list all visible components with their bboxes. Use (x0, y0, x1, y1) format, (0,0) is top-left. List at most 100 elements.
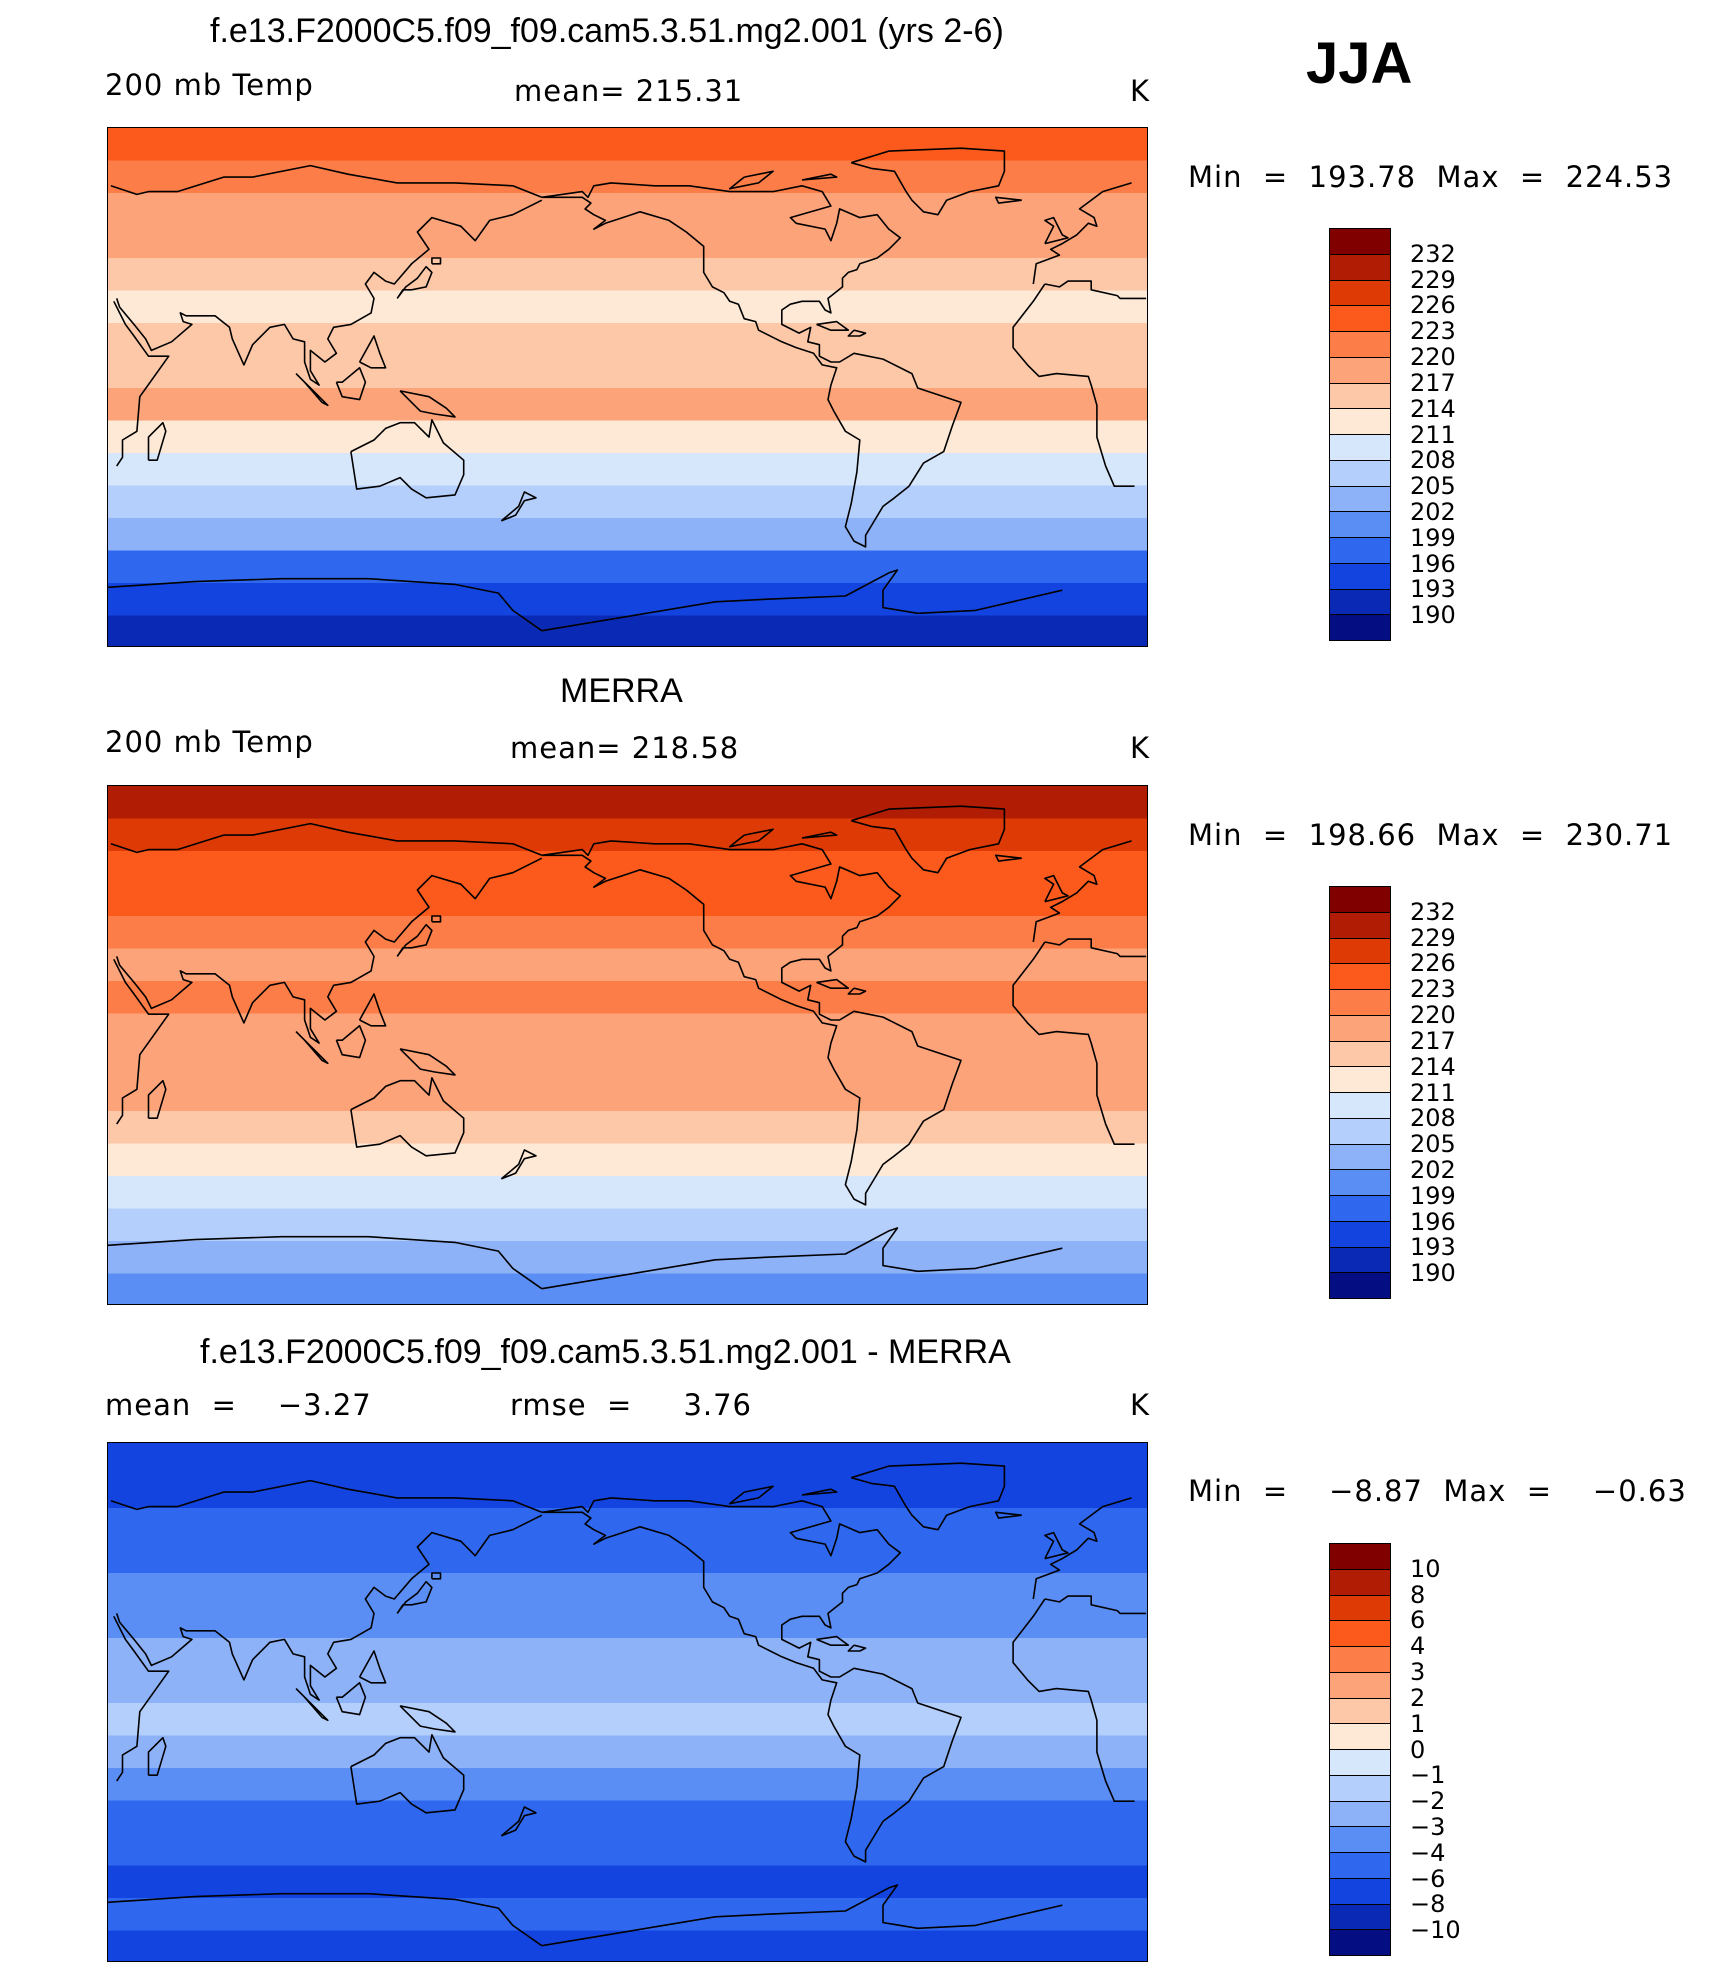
colorbar-swatch (1330, 306, 1390, 332)
field-band (108, 981, 1147, 1015)
coastline (147, 1079, 167, 1119)
coastline (847, 329, 867, 337)
colorbar-swatch (1330, 1093, 1390, 1119)
coastline (500, 1149, 537, 1180)
colorbar-tick-label: 205 (1410, 472, 1456, 501)
panel-3-rmse-label: rmse = 3.76 (510, 1388, 753, 1422)
field-band (108, 1670, 1147, 1704)
coastline (728, 828, 774, 848)
colorbar-swatch (1330, 1067, 1390, 1093)
coastline (816, 978, 850, 989)
panel-3-colorbar (1329, 1543, 1391, 1956)
colorbar-swatch (1330, 615, 1390, 640)
coastlines (108, 805, 1147, 1290)
colorbar-tick-label: 196 (1410, 1207, 1456, 1236)
coastline (541, 1497, 962, 1863)
colorbar-tick-label: 232 (1410, 897, 1456, 926)
coastline (801, 1488, 838, 1496)
colorbar-tick-label: 214 (1410, 1052, 1456, 1081)
colorbar-swatch (1330, 538, 1390, 564)
field-band (108, 583, 1147, 617)
field-band (108, 1046, 1147, 1080)
colorbar-tick-label: 2 (1410, 1683, 1426, 1712)
panel-2-minmax: Min = 198.66 Max = 230.71 (1188, 818, 1674, 852)
colorbar-swatch (1330, 990, 1390, 1016)
coastline (115, 199, 1147, 386)
coastline (295, 373, 329, 407)
colorbar-tick-label: 202 (1410, 497, 1456, 526)
colorbar-tick-label: 226 (1410, 291, 1456, 320)
field-band (108, 1540, 1147, 1574)
colorbar-swatch (1330, 486, 1390, 513)
colorbar-swatch (1330, 589, 1390, 616)
field-band (108, 1241, 1147, 1275)
panel-1-variable-label: 200 mb Temp (105, 68, 314, 102)
coastline (399, 390, 456, 418)
panel-2-colorbar (1329, 886, 1391, 1299)
coastline (115, 857, 1147, 1044)
coastline (396, 923, 433, 957)
coastline (994, 1511, 1022, 1519)
field-band (108, 818, 1147, 852)
colorbar-swatch (1330, 512, 1390, 538)
coastline (110, 822, 1132, 943)
colorbar-swatch (1330, 1698, 1390, 1725)
colorbar-tick-label: 199 (1410, 1181, 1456, 1210)
colorbar-tick-label: 220 (1410, 343, 1456, 372)
colorbar-swatch (1330, 1170, 1390, 1196)
colorbar-swatch (1330, 1569, 1390, 1596)
field-band (108, 1638, 1147, 1672)
colorbar-tick-label: 229 (1410, 265, 1456, 294)
colorbar-swatch (1330, 1196, 1390, 1222)
season-label: JJA (1306, 31, 1413, 96)
panel-1-title: f.e13.F2000C5.f09_f09.cam5.3.51.mg2.001 … (210, 12, 1004, 50)
field-band (108, 1703, 1147, 1737)
colorbar-tick-label: 10 (1410, 1554, 1441, 1583)
field-band (108, 1605, 1147, 1639)
colorbar-swatch (1330, 563, 1390, 590)
field-band (108, 1833, 1147, 1867)
coastline (728, 1485, 774, 1505)
coastline (396, 1580, 433, 1614)
field-band (108, 851, 1147, 885)
field-band (108, 883, 1147, 917)
colorbar-swatch (1330, 1273, 1390, 1298)
coastline (994, 854, 1022, 862)
colorbar-swatch (1330, 964, 1390, 990)
colorbar-tick-label: 217 (1410, 368, 1456, 397)
coastline (399, 1048, 456, 1076)
colorbar-tick-label: 199 (1410, 523, 1456, 552)
coastline (801, 831, 838, 839)
coastline (431, 915, 442, 923)
colorbar-tick-label: 208 (1410, 1104, 1456, 1133)
field-band (108, 1573, 1147, 1607)
field-band (108, 420, 1147, 454)
panel-1-units: K (1130, 74, 1151, 108)
panel-2-map (107, 785, 1148, 1305)
colorbar-swatch (1330, 460, 1390, 487)
colorbar-tick-label: −2 (1410, 1787, 1446, 1816)
colorbar-tick-label: 223 (1410, 317, 1456, 346)
coastline (850, 147, 1006, 216)
panel-3-units: K (1130, 1388, 1151, 1422)
colorbar-tick-label: 0 (1410, 1735, 1426, 1764)
panel-1-minmax: Min = 193.78 Max = 224.53 (1188, 160, 1674, 194)
coastline (431, 1572, 442, 1580)
coastline (295, 1031, 329, 1065)
colorbar-swatch (1330, 357, 1390, 384)
field-band (108, 518, 1147, 552)
coastline (541, 182, 962, 548)
colorbar-swatch (1330, 1118, 1390, 1145)
panel-2-mean-label: mean= 218.58 (510, 731, 740, 765)
colorbar-swatch (1330, 1544, 1390, 1570)
colorbar-swatch (1330, 409, 1390, 435)
panel-3-mean-label: mean = −3.27 (105, 1388, 372, 1422)
coastline (500, 1806, 537, 1837)
panel-3-minmax: Min = −8.87 Max = −0.63 (1188, 1474, 1687, 1508)
colorbar-swatch (1330, 1750, 1390, 1776)
coastline (801, 173, 838, 181)
field-band (108, 1768, 1147, 1802)
colorbar-swatch (1330, 383, 1390, 410)
field-band (108, 916, 1147, 950)
field-band (108, 1800, 1147, 1834)
